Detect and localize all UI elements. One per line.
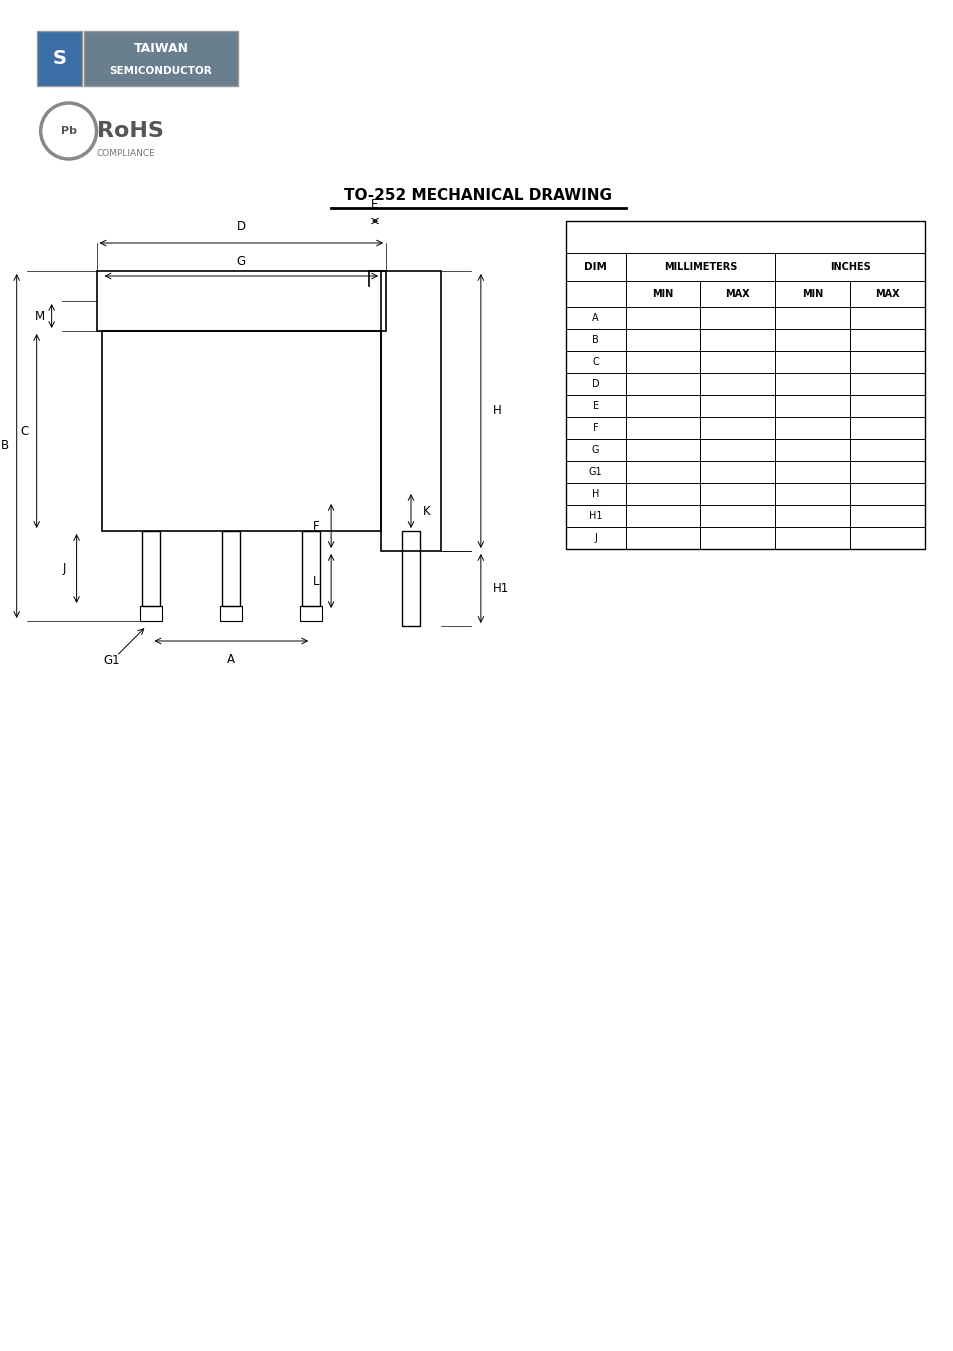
Text: J: J bbox=[594, 534, 597, 543]
Bar bbox=[101, 331, 380, 531]
Bar bbox=[302, 531, 320, 607]
Text: MILLIMETERS: MILLIMETERS bbox=[663, 262, 737, 272]
Bar bbox=[84, 31, 238, 86]
Text: H: H bbox=[592, 489, 598, 499]
Text: B: B bbox=[1, 439, 9, 453]
Bar bbox=[300, 607, 322, 621]
Text: M: M bbox=[34, 309, 45, 323]
Bar bbox=[401, 531, 419, 626]
Text: RoHS: RoHS bbox=[96, 122, 163, 141]
Text: E: E bbox=[592, 401, 598, 411]
Text: G1: G1 bbox=[103, 654, 120, 667]
Text: MAX: MAX bbox=[725, 289, 749, 299]
Bar bbox=[380, 272, 440, 551]
Text: TAIWAN: TAIWAN bbox=[133, 42, 189, 54]
Text: MIN: MIN bbox=[801, 289, 822, 299]
Text: J: J bbox=[63, 562, 67, 576]
Text: C: C bbox=[592, 357, 598, 367]
Text: D: D bbox=[591, 380, 598, 389]
Text: DIM: DIM bbox=[583, 262, 606, 272]
Text: E: E bbox=[371, 199, 378, 211]
Bar bbox=[96, 272, 386, 331]
Text: MAX: MAX bbox=[875, 289, 899, 299]
Bar bbox=[140, 607, 162, 621]
Text: INCHES: INCHES bbox=[829, 262, 870, 272]
Text: G1: G1 bbox=[588, 467, 602, 477]
Bar bbox=[142, 531, 160, 607]
Text: TO-252 MECHANICAL DRAWING: TO-252 MECHANICAL DRAWING bbox=[343, 189, 611, 204]
Text: COMPLIANCE: COMPLIANCE bbox=[96, 150, 155, 158]
Text: H: H bbox=[493, 404, 501, 417]
Text: C: C bbox=[21, 424, 29, 438]
Text: F: F bbox=[313, 520, 319, 532]
Text: S: S bbox=[52, 49, 66, 68]
Text: A: A bbox=[592, 313, 598, 323]
Text: H1: H1 bbox=[588, 511, 601, 521]
Text: D: D bbox=[236, 220, 246, 232]
Text: Pb: Pb bbox=[61, 126, 76, 136]
Text: G: G bbox=[236, 255, 246, 267]
Text: A: A bbox=[227, 653, 235, 666]
Text: H1: H1 bbox=[493, 582, 509, 594]
Text: K: K bbox=[422, 504, 430, 517]
Text: F: F bbox=[592, 423, 598, 434]
Text: G: G bbox=[591, 444, 598, 455]
Text: MIN: MIN bbox=[652, 289, 673, 299]
Text: B: B bbox=[592, 335, 598, 345]
Bar bbox=[36, 31, 82, 86]
Bar bbox=[565, 222, 924, 549]
Bar bbox=[220, 607, 242, 621]
Text: SEMICONDUCTOR: SEMICONDUCTOR bbox=[110, 66, 213, 76]
Text: L: L bbox=[313, 574, 319, 588]
Bar bbox=[222, 531, 240, 607]
